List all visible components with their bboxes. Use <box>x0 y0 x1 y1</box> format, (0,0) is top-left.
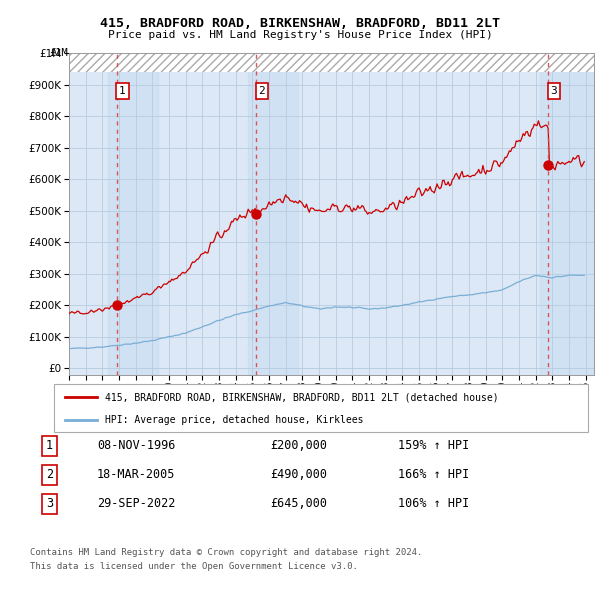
Text: 2: 2 <box>259 86 265 96</box>
Text: £645,000: £645,000 <box>270 497 327 510</box>
Text: 1: 1 <box>46 440 53 453</box>
Text: 415, BRADFORD ROAD, BIRKENSHAW, BRADFORD, BD11 2LT: 415, BRADFORD ROAD, BIRKENSHAW, BRADFORD… <box>100 17 500 30</box>
Text: 106% ↑ HPI: 106% ↑ HPI <box>398 497 470 510</box>
Text: £1M: £1M <box>49 48 68 58</box>
Text: £490,000: £490,000 <box>270 468 327 481</box>
Text: Price paid vs. HM Land Registry's House Price Index (HPI): Price paid vs. HM Land Registry's House … <box>107 30 493 40</box>
Text: 08-NOV-1996: 08-NOV-1996 <box>97 440 175 453</box>
Text: 3: 3 <box>551 86 557 96</box>
Bar <box>540 53 594 375</box>
Text: 159% ↑ HPI: 159% ↑ HPI <box>398 440 470 453</box>
Text: 166% ↑ HPI: 166% ↑ HPI <box>398 468 470 481</box>
Text: 3: 3 <box>46 497 53 510</box>
Text: 18-MAR-2005: 18-MAR-2005 <box>97 468 175 481</box>
Bar <box>109 53 158 375</box>
Text: 1: 1 <box>119 86 126 96</box>
Bar <box>248 53 298 375</box>
Text: This data is licensed under the Open Government Licence v3.0.: This data is licensed under the Open Gov… <box>30 562 358 571</box>
Text: Contains HM Land Registry data © Crown copyright and database right 2024.: Contains HM Land Registry data © Crown c… <box>30 548 422 556</box>
FancyBboxPatch shape <box>54 384 588 432</box>
Text: £200,000: £200,000 <box>270 440 327 453</box>
Bar <box>69 47 594 72</box>
Text: 415, BRADFORD ROAD, BIRKENSHAW, BRADFORD, BD11 2LT (detached house): 415, BRADFORD ROAD, BIRKENSHAW, BRADFORD… <box>105 392 499 402</box>
Text: HPI: Average price, detached house, Kirklees: HPI: Average price, detached house, Kirk… <box>105 415 363 425</box>
Text: 29-SEP-2022: 29-SEP-2022 <box>97 497 175 510</box>
Text: 2: 2 <box>46 468 53 481</box>
